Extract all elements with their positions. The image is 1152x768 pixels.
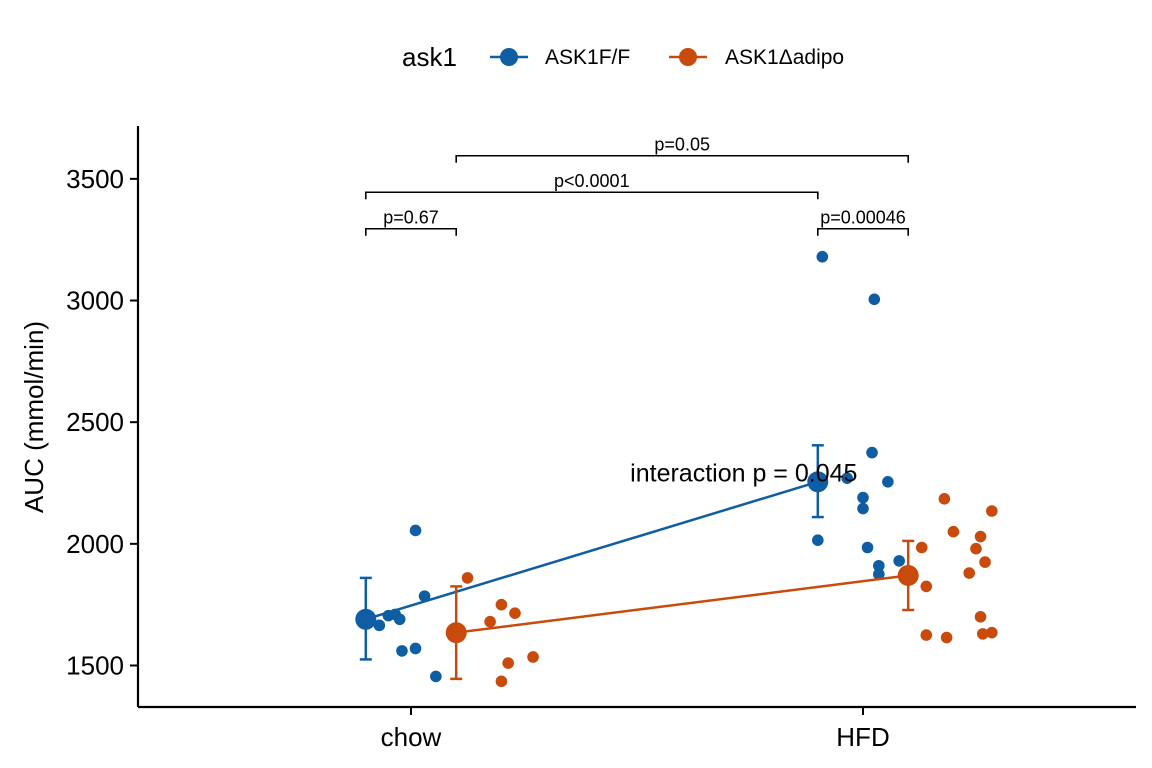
y-axis-title: AUC (mmol/min) xyxy=(19,321,49,513)
data-point xyxy=(812,534,824,546)
legend-key-marker-askadipo xyxy=(679,48,697,66)
data-point xyxy=(418,590,431,602)
legend-key-marker-askff xyxy=(500,48,518,66)
legend-title: ask1 xyxy=(402,42,457,72)
data-point xyxy=(816,250,829,263)
data-point xyxy=(920,629,933,641)
mean-line xyxy=(365,480,819,621)
data-point xyxy=(893,555,905,567)
series-askff xyxy=(355,250,905,683)
y-tick-label: 2500 xyxy=(66,407,124,437)
data-point xyxy=(461,572,474,584)
axes: 1500 2000 2500 3000 3500 chow HFD xyxy=(66,126,1136,752)
data-point xyxy=(873,559,885,572)
data-point xyxy=(502,657,514,669)
data-point xyxy=(509,607,521,619)
y-tick-label: 2000 xyxy=(66,529,124,559)
data-point xyxy=(495,675,508,688)
comparison-bracket xyxy=(817,227,909,236)
data-point xyxy=(527,651,539,663)
data-point xyxy=(841,472,853,484)
data-point xyxy=(484,615,496,628)
data-point xyxy=(940,631,953,644)
data-point xyxy=(495,598,508,611)
data-point xyxy=(915,541,928,554)
data-point xyxy=(938,493,951,505)
data-point xyxy=(920,580,933,593)
data-point xyxy=(873,568,885,581)
comparison-bracket xyxy=(365,227,457,236)
mean-line xyxy=(456,574,909,634)
interaction-annotation: interaction p = 0.045 xyxy=(630,459,857,487)
data-point xyxy=(393,613,406,626)
mean-marker xyxy=(897,564,919,586)
data-point xyxy=(857,491,869,504)
mean-marker xyxy=(807,471,829,493)
data-point xyxy=(976,628,989,640)
significance-brackets: p=0.67 p=0.00046 p<0.0001 p=0.05 xyxy=(365,135,909,236)
comparison-p-value: p=0.00046 xyxy=(820,208,906,228)
comparison-bracket xyxy=(365,191,819,200)
data-point xyxy=(868,293,881,306)
legend-label-askff: ASK1F/F xyxy=(545,46,630,69)
data-point xyxy=(882,475,894,488)
data-point xyxy=(947,525,960,538)
legend: ask1 ASK1F/F ASK1Δadipo xyxy=(402,42,844,72)
data-point xyxy=(861,541,874,554)
comparison-bracket xyxy=(455,154,909,163)
series-askadipo xyxy=(445,493,998,688)
data-point xyxy=(373,619,386,632)
y-tick-label: 1500 xyxy=(66,651,124,681)
data-point xyxy=(970,542,982,555)
data-point xyxy=(866,446,878,459)
legend-item-askff: ASK1F/F xyxy=(490,46,630,69)
data-point xyxy=(986,505,998,517)
data-point xyxy=(963,567,976,579)
data-point xyxy=(396,645,408,657)
data-point xyxy=(974,530,987,543)
plot-area: p=0.67 p=0.00046 p<0.0001 p=0.05 interaction… xyxy=(355,135,998,688)
data-point xyxy=(986,626,998,639)
legend-item-askadipo: ASK1Δadipo xyxy=(669,46,844,69)
data-point xyxy=(974,611,987,623)
data-point xyxy=(430,670,442,683)
comparison-p-value: p<0.0001 xyxy=(554,171,630,191)
mean-marker xyxy=(355,608,377,630)
data-point xyxy=(409,642,422,655)
data-point xyxy=(409,524,422,537)
x-tick-label: HFD xyxy=(836,722,889,752)
y-tick-label: 3500 xyxy=(66,164,124,194)
legend-label-askadipo: ASK1Δadipo xyxy=(725,46,844,69)
data-point xyxy=(979,556,991,568)
data-point xyxy=(857,502,869,515)
y-tick-label: 3000 xyxy=(66,286,124,316)
comparison-p-value: p=0.05 xyxy=(654,135,710,155)
x-tick-label: chow xyxy=(381,722,442,752)
mean-marker xyxy=(445,622,467,644)
comparison-p-value: p=0.67 xyxy=(383,208,439,228)
